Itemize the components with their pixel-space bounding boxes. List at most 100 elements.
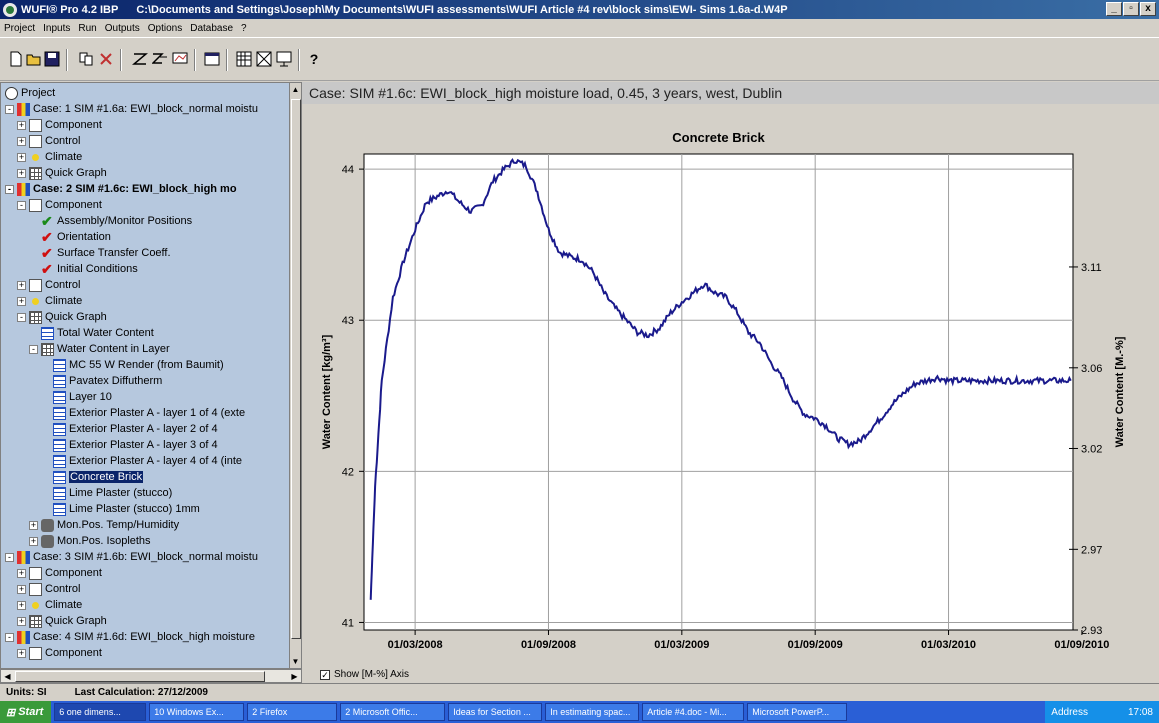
expand-icon[interactable]: + xyxy=(29,519,38,530)
tree-node[interactable]: - Case: 4 SIM #1.6d: EWI_block_high moist… xyxy=(5,629,255,645)
task-article-doc[interactable]: Article #4.doc - Mi... xyxy=(642,703,745,721)
tree-node[interactable]: + Quick Graph xyxy=(17,613,107,629)
tree-node[interactable]: + Component xyxy=(17,645,102,661)
collapse-icon[interactable]: - xyxy=(5,184,14,194)
tree-horizontal-scrollbar[interactable]: ◀ ▶ xyxy=(0,669,302,683)
copy-case-icon[interactable] xyxy=(78,51,94,67)
expand-icon[interactable]: + xyxy=(17,135,26,146)
tree-node[interactable]: + Control xyxy=(17,277,80,293)
tree-node[interactable]: - Water Content in Layer xyxy=(29,341,170,357)
tree-node[interactable]: Lime Plaster (stucco) 1mm xyxy=(41,501,200,517)
tree-node[interactable]: Exterior Plaster A - layer 1 of 4 (exte xyxy=(41,405,245,421)
tree-node[interactable]: Exterior Plaster A - layer 4 of 4 (inte xyxy=(41,453,242,469)
tree-node[interactable]: + Mon.Pos. Temp/Humidity xyxy=(29,517,179,533)
tree-node[interactable]: + Quick Graph xyxy=(17,165,107,181)
scroll-up-arrow-icon[interactable]: ▲ xyxy=(291,85,300,94)
task-microsoft-office[interactable]: 2 Microsoft Offic... xyxy=(340,703,446,721)
tree-node[interactable]: - Component xyxy=(17,197,102,213)
menu-help[interactable]: ? xyxy=(241,22,247,34)
run-all-icon[interactable] xyxy=(152,51,168,67)
task-firefox[interactable]: 2 Firefox xyxy=(247,703,338,721)
delete-case-icon[interactable] xyxy=(98,51,114,67)
tree-node[interactable]: - Case: 2 SIM #1.6c: EWI_block_high mo xyxy=(5,181,237,197)
tree-node[interactable]: - Case: 1 SIM #1.6a: EWI_block_normal moi… xyxy=(5,101,258,117)
tree-node[interactable]: MC 55 W Render (from Baumit) xyxy=(41,357,224,373)
minimize-button[interactable]: _ xyxy=(1106,2,1122,16)
scroll-down-arrow-icon[interactable]: ▼ xyxy=(291,657,300,666)
expand-icon[interactable]: + xyxy=(17,119,26,130)
show-mass-percent-axis-checkbox[interactable]: ✓ Show [M-%] Axis xyxy=(320,669,409,680)
tree-node[interactable]: + Control xyxy=(17,133,80,149)
menu-options[interactable]: Options xyxy=(147,22,183,34)
address-label[interactable]: Address xyxy=(1051,706,1088,718)
tree-scroll-thumb[interactable] xyxy=(291,99,301,639)
task-in-estimating[interactable]: In estimating spac... xyxy=(545,703,640,721)
expand-icon[interactable]: + xyxy=(17,615,26,626)
tree-node[interactable]: + Mon.Pos. Isopleths xyxy=(29,533,151,549)
collapse-icon[interactable]: - xyxy=(5,552,14,562)
run-icon[interactable] xyxy=(132,51,148,67)
scroll-right-arrow-icon[interactable]: ▶ xyxy=(291,672,298,681)
tree-node[interactable]: + Control xyxy=(17,581,80,597)
menu-run[interactable]: Run xyxy=(78,22,97,34)
tree-node[interactable]: + Climate xyxy=(17,149,82,165)
tree-vertical-scrollbar[interactable]: ▲ ▼ xyxy=(289,82,302,669)
tree-node[interactable]: Total Water Content xyxy=(29,325,154,341)
checkbox-check-icon[interactable]: ✓ xyxy=(320,669,330,680)
tree-node[interactable]: ✔ Surface Transfer Coeff. xyxy=(29,245,171,261)
expand-icon[interactable]: + xyxy=(17,599,26,610)
task-one-dimens[interactable]: 6 one dimens... xyxy=(54,703,147,721)
tree-node[interactable]: ✔ Initial Conditions xyxy=(29,261,138,277)
tree-node[interactable]: + Component xyxy=(17,117,102,133)
close-button[interactable]: x xyxy=(1140,2,1156,16)
tree-node[interactable]: Pavatex Diffutherm xyxy=(41,373,162,389)
save-icon[interactable] xyxy=(44,51,60,67)
task-ideas-for-section[interactable]: Ideas for Section ... xyxy=(448,703,543,721)
collapse-icon[interactable]: - xyxy=(17,312,26,322)
menu-database[interactable]: Database xyxy=(190,22,234,34)
tree-node[interactable]: Concrete Brick xyxy=(41,469,144,485)
expand-icon[interactable]: + xyxy=(17,151,26,162)
expand-icon[interactable]: + xyxy=(17,567,26,578)
menu-outputs[interactable]: Outputs xyxy=(104,22,140,34)
menu-inputs[interactable]: Inputs xyxy=(43,22,71,34)
tree-node[interactable]: - Quick Graph xyxy=(17,309,107,325)
expand-icon[interactable]: + xyxy=(17,167,26,178)
expand-icon[interactable]: + xyxy=(17,583,26,594)
tree-node[interactable]: + Climate xyxy=(17,597,82,613)
tree-node[interactable]: Layer 10 xyxy=(41,389,112,405)
restore-button[interactable]: ▫ xyxy=(1123,2,1139,16)
expand-icon[interactable]: + xyxy=(17,647,26,658)
presentation-icon[interactable] xyxy=(276,51,292,67)
expand-icon[interactable]: + xyxy=(17,295,26,306)
expand-icon[interactable]: + xyxy=(29,535,38,546)
tree-node[interactable]: ✔ Orientation xyxy=(29,229,111,245)
task-powerpoint[interactable]: Microsoft PowerP... xyxy=(747,703,848,721)
tree-node[interactable]: Lime Plaster (stucco) xyxy=(41,485,172,501)
tree-node[interactable]: ✔ Assembly/Monitor Positions xyxy=(29,213,192,229)
start-button[interactable]: ⊞ Start xyxy=(0,701,52,723)
collapse-icon[interactable]: - xyxy=(5,104,14,114)
tree-hscroll-thumb[interactable] xyxy=(15,671,265,682)
scroll-left-arrow-icon[interactable]: ◀ xyxy=(4,672,11,681)
open-folder-icon[interactable] xyxy=(26,51,42,67)
film-icon[interactable] xyxy=(256,51,272,67)
project-root[interactable]: Project xyxy=(5,85,55,101)
menu-project[interactable]: Project xyxy=(4,22,36,34)
collapse-icon[interactable]: - xyxy=(5,632,14,642)
grid-view-icon[interactable] xyxy=(236,51,252,67)
tree-node[interactable]: - Case: 3 SIM #1.6b: EWI_block_normal moi… xyxy=(5,549,258,565)
tree-node-label: Pavatex Diffutherm xyxy=(69,375,163,387)
collapse-icon[interactable]: - xyxy=(17,200,26,210)
table-icon[interactable] xyxy=(204,51,220,67)
new-file-icon[interactable] xyxy=(8,51,24,67)
task-windows-explorer[interactable]: 10 Windows Ex... xyxy=(149,703,245,721)
tree-node[interactable]: Exterior Plaster A - layer 3 of 4 xyxy=(41,437,218,453)
help-icon[interactable]: ? xyxy=(309,51,319,67)
tree-node[interactable]: Exterior Plaster A - layer 2 of 4 xyxy=(41,421,218,437)
tree-node[interactable]: + Component xyxy=(17,565,102,581)
collapse-icon[interactable]: - xyxy=(29,344,38,354)
expand-icon[interactable]: + xyxy=(17,279,26,290)
tree-node[interactable]: + Climate xyxy=(17,293,82,309)
results-icon[interactable] xyxy=(172,51,188,67)
